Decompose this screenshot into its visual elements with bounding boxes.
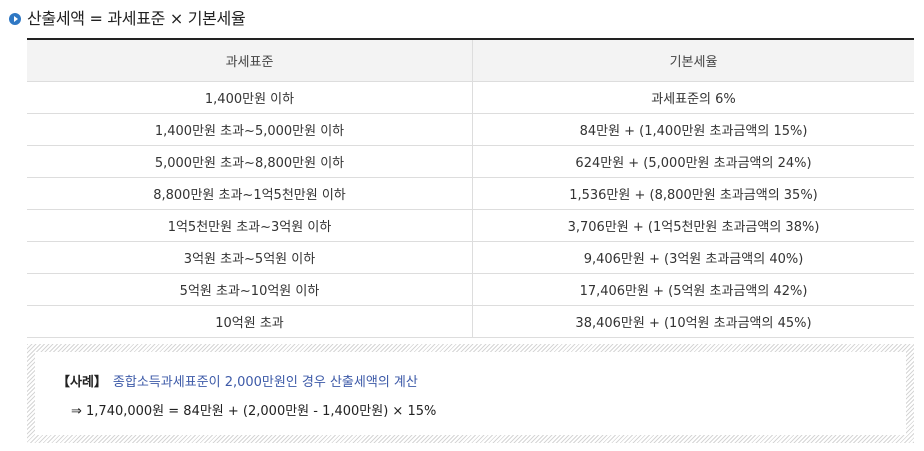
example-tag: 【사례】 [57, 375, 107, 390]
tax-base-cell: 5,000만원 초과~8,800만원 이하 [27, 145, 473, 178]
column-header-basic-rate: 기본세율 [472, 39, 914, 82]
basic-rate-cell: 과세표준의 6% [472, 81, 914, 114]
example-formula: ⇒ 1,740,000원 = 84만원 + (2,000만원 - 1,400만원… [71, 404, 437, 419]
table-row: 10억원 초과 38,406만원 + (10억원 초과금액의 45%) [27, 305, 914, 338]
table-row: 3억원 초과~5억원 이하 9,406만원 + (3억원 초과금액의 40%) [27, 241, 914, 274]
table-row: 1,400만원 이하 과세표준의 6% [27, 81, 914, 114]
tax-base-cell: 1,400만원 이하 [27, 81, 473, 114]
example-header: 【사례】 종합소득과세표준이 2,000만원인 경우 산출세액의 계산 [57, 371, 418, 390]
basic-rate-cell: 624만원 + (5,000만원 초과금액의 24%) [472, 145, 914, 178]
tax-base-cell: 3억원 초과~5억원 이하 [27, 241, 473, 274]
column-header-tax-base: 과세표준 [27, 39, 473, 82]
tax-base-cell: 8,800만원 초과~1억5천만원 이하 [27, 177, 473, 210]
basic-rate-cell: 17,406만원 + (5억원 초과금액의 42%) [472, 273, 914, 306]
basic-rate-cell: 3,706만원 + (1억5천만원 초과금액의 38%) [472, 209, 914, 242]
example-title: 종합소득과세표준이 2,000만원인 경우 산출세액의 계산 [112, 375, 418, 390]
basic-rate-cell: 84만원 + (1,400만원 초과금액의 15%) [472, 113, 914, 146]
heading-title: 산출세액 = 과세표준 × 기본세율 [27, 9, 246, 28]
tax-rate-table: 과세표준 기본세율 1,400만원 이하 과세표준의 6% 1,400만원 초과… [27, 38, 914, 338]
table-row: 8,800만원 초과~1억5천만원 이하 1,536만원 + (8,800만원 … [27, 177, 914, 210]
tax-base-cell: 1,400만원 초과~5,000만원 이하 [27, 113, 473, 146]
basic-rate-cell: 1,536만원 + (8,800만원 초과금액의 35%) [472, 177, 914, 210]
example-box: 【사례】 종합소득과세표준이 2,000만원인 경우 산출세액의 계산 ⇒ 1,7… [27, 344, 914, 443]
tax-base-cell: 1억5천만원 초과~3억원 이하 [27, 209, 473, 242]
tax-base-cell: 5억원 초과~10억원 이하 [27, 273, 473, 306]
basic-rate-cell: 38,406만원 + (10억원 초과금액의 45%) [472, 305, 914, 338]
section-heading: 산출세액 = 과세표준 × 기본세율 [9, 6, 246, 28]
tax-base-cell: 10억원 초과 [27, 305, 473, 338]
example-content: 【사례】 종합소득과세표준이 2,000만원인 경우 산출세액의 계산 ⇒ 1,7… [35, 352, 906, 435]
basic-rate-cell: 9,406만원 + (3억원 초과금액의 40%) [472, 241, 914, 274]
arrow-bullet-icon [9, 13, 21, 25]
table-row: 1억5천만원 초과~3억원 이하 3,706만원 + (1억5천만원 초과금액의… [27, 209, 914, 242]
table-row: 1,400만원 초과~5,000만원 이하 84만원 + (1,400만원 초과… [27, 113, 914, 146]
table-row: 5억원 초과~10억원 이하 17,406만원 + (5억원 초과금액의 42%… [27, 273, 914, 306]
table-header-row: 과세표준 기본세율 [27, 39, 914, 82]
table-row: 5,000만원 초과~8,800만원 이하 624만원 + (5,000만원 초… [27, 145, 914, 178]
